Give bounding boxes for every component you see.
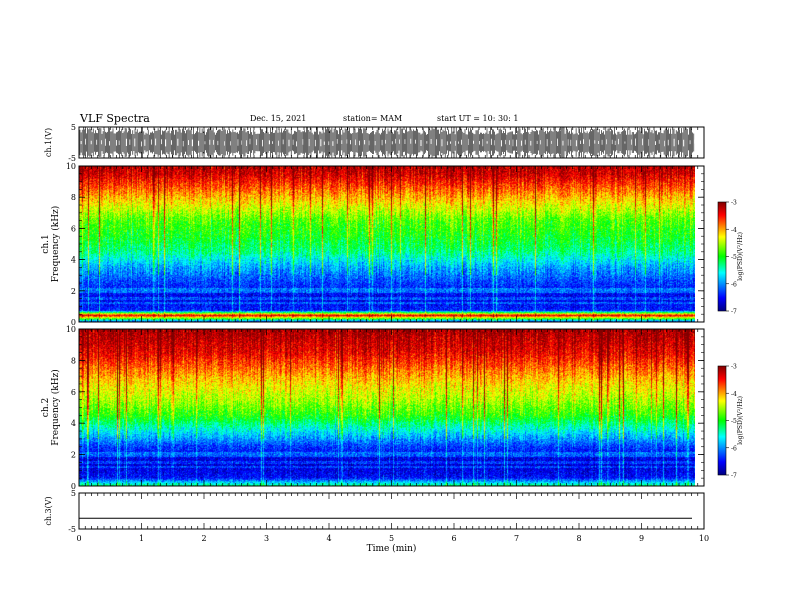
x-tick-label: 9	[639, 534, 644, 543]
header-start-time: start UT = 10: 30: 1	[437, 114, 519, 123]
y-axis-label-channel: ch.1	[41, 234, 51, 253]
x-axis-label: Time (min)	[367, 543, 417, 554]
y-tick-label: 6	[71, 388, 76, 397]
x-tick-label: 4	[326, 534, 331, 543]
colorbar-tick-label: -7	[731, 473, 737, 480]
x-tick-label: 10	[699, 534, 709, 543]
x-tick-label: 3	[264, 534, 269, 543]
y-axis-label-frequency: Frequency (kHz)	[50, 369, 61, 446]
header-date: Dec. 15, 2021	[250, 114, 307, 123]
colorbar-label: log(PSD)(V²/Hz)	[737, 396, 744, 445]
x-tick-label: 0	[76, 534, 81, 543]
colorbar-tick-label: -3	[731, 364, 737, 371]
spectrogram-image-layer	[79, 166, 695, 486]
y-tick-label: 0	[71, 482, 76, 491]
y-tick-label: -5	[68, 154, 76, 163]
y-tick-label: 2	[71, 287, 76, 296]
figure-title: VLF Spectra	[80, 112, 150, 125]
colorbar-tick-label: -3	[731, 200, 737, 207]
colorbar-tick-label: -4	[731, 227, 737, 234]
y-tick-label: 10	[66, 325, 76, 334]
y-tick-label: 0	[71, 318, 76, 327]
ch1-waveform-gaps	[80, 138, 695, 147]
header-station: station= MAM	[343, 114, 403, 123]
y-axis-label: ch.3(V)	[44, 496, 53, 525]
x-tick-label: 5	[389, 534, 394, 543]
colorbar-label: log(PSD)(V²/Hz)	[737, 232, 744, 281]
colorbar-tick-label: -7	[731, 309, 737, 316]
y-axis-label-frequency: Frequency (kHz)	[50, 206, 61, 283]
x-tick-label: 7	[514, 534, 519, 543]
y-tick-label: 5	[71, 123, 76, 132]
y-tick-label: 6	[71, 224, 76, 233]
spectrogram-image-ch1	[79, 166, 695, 322]
colorbar-ch1-spectrogram	[717, 201, 727, 312]
x-tick-label: 1	[139, 534, 144, 543]
y-tick-label: 10	[66, 162, 76, 171]
y-tick-label: -5	[68, 525, 76, 534]
x-tick-label: 2	[201, 534, 206, 543]
axes-layer	[78, 126, 705, 530]
y-tick-label: 8	[71, 193, 76, 202]
y-axis-label-channel: ch.2	[41, 398, 51, 417]
y-tick-label: 2	[71, 451, 76, 460]
colorbar-tick-label: -4	[731, 391, 737, 398]
colorbar-ch2-spectrogram	[717, 365, 727, 476]
x-tick-label: 8	[576, 534, 581, 543]
colorbar-tick-label: -5	[731, 418, 737, 425]
y-axis-label: ch.1(V)	[44, 128, 53, 157]
y-tick-label: 8	[71, 356, 76, 365]
colorbar-tick-label: -6	[731, 445, 737, 452]
spectrogram-image-ch2	[79, 329, 695, 486]
colorbar-tick-label: -6	[731, 281, 737, 288]
y-tick-label: 4	[71, 256, 76, 265]
waveform-data-layer	[79, 127, 695, 519]
colorbars-layer: -3 -4 -5 -6 -7 log(PSD)(V²/Hz) -3 -4 -5 -6 -7 log(P…	[717, 200, 744, 480]
y-tick-label: 4	[71, 419, 76, 428]
y-tick-label: 5	[71, 489, 76, 498]
x-tick-label: 6	[451, 534, 456, 543]
colorbar-tick-label: -5	[731, 254, 737, 261]
